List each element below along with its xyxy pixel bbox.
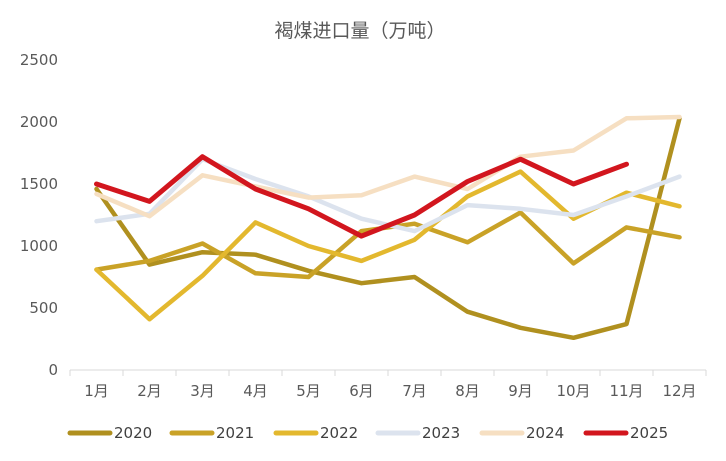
- legend-label-2022: 2022: [320, 424, 358, 442]
- x-tick-label: 12月: [662, 382, 696, 400]
- legend: 2020 2021 2022 2023 2024 2025: [67, 424, 668, 442]
- series-line-2024: [94, 114, 682, 219]
- y-tick-label: 500: [29, 299, 58, 317]
- y-tick-label: 1500: [20, 175, 58, 193]
- legend-label-2020: 2020: [114, 424, 152, 442]
- x-tick-label: 11月: [609, 382, 643, 400]
- legend-label-2025: 2025: [630, 424, 668, 442]
- legend-label-2024: 2024: [526, 424, 564, 442]
- series-line-2021: [94, 210, 682, 280]
- x-tick-label: 2月: [137, 382, 162, 400]
- y-tick-label: 2000: [20, 113, 58, 131]
- x-tick-label: 7月: [402, 382, 427, 400]
- x-tick-label: 8月: [455, 382, 480, 400]
- legend-label-2023: 2023: [422, 424, 460, 442]
- legend-label-2021: 2021: [216, 424, 254, 442]
- series-line-2025: [94, 154, 629, 239]
- x-tick-label: 9月: [508, 382, 533, 400]
- x-tick-label: 10月: [556, 382, 590, 400]
- x-tick-label: 6月: [349, 382, 374, 400]
- x-tick-label: 4月: [243, 382, 268, 400]
- series-line-2020: [94, 116, 682, 341]
- y-tick-label: 0: [48, 361, 58, 379]
- x-tick-label: 3月: [190, 382, 215, 400]
- y-tick-label: 1000: [20, 237, 58, 255]
- x-tick-label: 1月: [84, 382, 109, 400]
- series-layer: [94, 114, 682, 341]
- y-tick-label: 2500: [20, 51, 58, 69]
- axis-layer: 0 500 1000 1500 2000 2500 1月 2月 3月 4月 5月 6月 7月 8月 9月 10…: [20, 51, 707, 400]
- x-tick-label: 5月: [296, 382, 321, 400]
- series-line-2022: [94, 169, 682, 322]
- chart-title: 褐煤进口量（万吨）: [274, 20, 445, 42]
